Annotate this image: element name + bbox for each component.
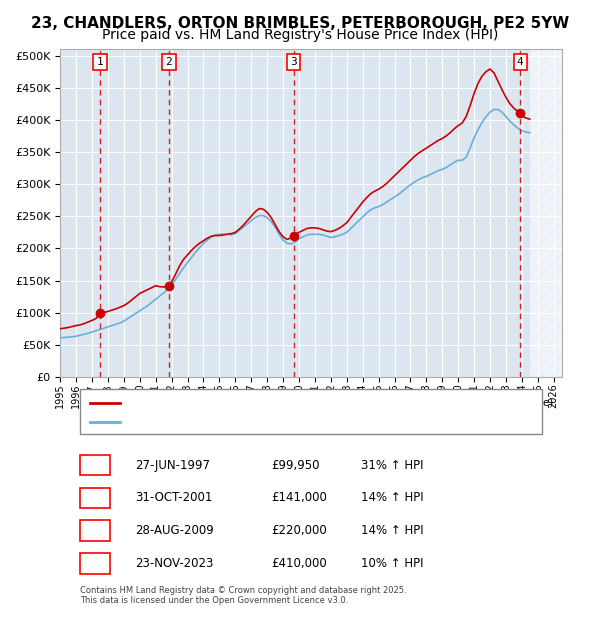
FancyBboxPatch shape — [80, 488, 110, 508]
Text: Price paid vs. HM Land Registry's House Price Index (HPI): Price paid vs. HM Land Registry's House … — [102, 28, 498, 42]
Text: HPI: Average price, detached house, City of Peterborough: HPI: Average price, detached house, City… — [130, 417, 431, 427]
Text: 23-NOV-2023: 23-NOV-2023 — [136, 557, 214, 570]
Text: 23, CHANDLERS, ORTON BRIMBLES, PETERBOROUGH, PE2 5YW: 23, CHANDLERS, ORTON BRIMBLES, PETERBORO… — [31, 16, 569, 30]
Text: 28-AUG-2009: 28-AUG-2009 — [136, 524, 214, 537]
Text: £220,000: £220,000 — [271, 524, 326, 537]
Text: Contains HM Land Registry data © Crown copyright and database right 2025.
This d: Contains HM Land Registry data © Crown c… — [80, 586, 407, 605]
Text: 3: 3 — [290, 57, 297, 67]
Text: 31-OCT-2001: 31-OCT-2001 — [136, 492, 213, 505]
Text: 4: 4 — [517, 57, 524, 67]
Text: 23, CHANDLERS, ORTON BRIMBLES, PETERBOROUGH, PE2 5YW (detached house): 23, CHANDLERS, ORTON BRIMBLES, PETERBORO… — [130, 397, 554, 407]
Text: 2: 2 — [92, 492, 99, 505]
Text: 27-JUN-1997: 27-JUN-1997 — [136, 459, 211, 472]
Text: 3: 3 — [92, 524, 99, 537]
Text: 31% ↑ HPI: 31% ↑ HPI — [361, 459, 424, 472]
Text: 14% ↑ HPI: 14% ↑ HPI — [361, 492, 424, 505]
FancyBboxPatch shape — [80, 553, 110, 574]
Bar — [530, 49, 562, 377]
Text: £410,000: £410,000 — [271, 557, 326, 570]
Text: 4: 4 — [92, 557, 99, 570]
Text: 1: 1 — [97, 57, 103, 67]
Text: 2: 2 — [166, 57, 172, 67]
FancyBboxPatch shape — [80, 520, 110, 541]
Text: 10% ↑ HPI: 10% ↑ HPI — [361, 557, 424, 570]
Text: £141,000: £141,000 — [271, 492, 326, 505]
FancyBboxPatch shape — [80, 455, 110, 476]
Text: 1: 1 — [92, 459, 99, 472]
Text: 14% ↑ HPI: 14% ↑ HPI — [361, 524, 424, 537]
FancyBboxPatch shape — [80, 389, 542, 435]
Text: £99,950: £99,950 — [271, 459, 319, 472]
